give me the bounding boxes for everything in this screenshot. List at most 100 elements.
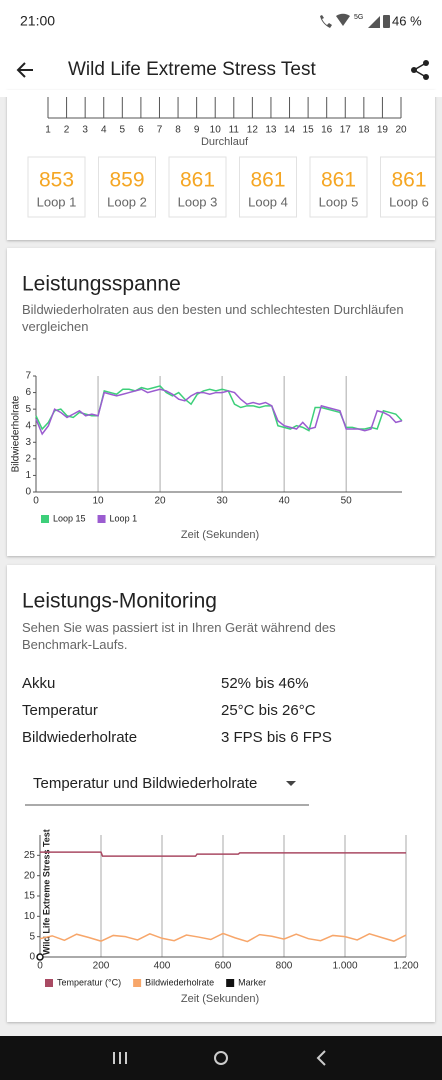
- legend-swatch: [41, 515, 49, 523]
- loop-score: 861: [391, 169, 426, 192]
- y-tick-label: 5: [29, 931, 35, 942]
- loop-tile: [98, 156, 156, 218]
- x-tick-label: 12: [247, 125, 259, 136]
- legend-label: Temperatur (°C): [57, 977, 121, 987]
- x-tick-label: 30: [217, 496, 229, 507]
- loop-score: 853: [39, 169, 74, 192]
- legend-label: Loop 15: [53, 513, 86, 523]
- legend-swatch: [45, 979, 53, 987]
- x-tick-label: 800: [276, 961, 293, 972]
- card-title: Leistungsspanne: [22, 273, 181, 296]
- x-tick-label: 19: [377, 125, 389, 136]
- y-tick-label: 2: [25, 453, 31, 464]
- loop-label: Loop 5: [319, 194, 359, 209]
- x-tick-label: 18: [358, 125, 370, 136]
- y-tick-label: 15: [24, 891, 36, 902]
- share-button[interactable]: [411, 60, 429, 80]
- x-tick-label: 8: [175, 125, 181, 136]
- card-subtitle: Sehen Sie was passiert ist in Ihren Gerä…: [22, 620, 336, 652]
- x-tick-label: 10: [92, 496, 104, 507]
- legend-swatch: [226, 979, 235, 987]
- card-subtitle-box: Bildwiederholraten aus den besten und sc…: [22, 302, 404, 334]
- stat-label: Temperatur: [22, 702, 98, 719]
- loop-label: Loop 3: [178, 194, 218, 209]
- marker-annotation: Wild Life Extreme Stress Test: [41, 829, 51, 955]
- series-line: [39, 932, 407, 943]
- legend-label: Loop 1: [110, 513, 138, 523]
- wifi-icon: [336, 13, 350, 26]
- y-tick-label: 0: [29, 952, 35, 963]
- x-tick-label: 14: [284, 125, 296, 136]
- signal-icon: [368, 16, 380, 28]
- nav-icons: [113, 1050, 326, 1066]
- x-tick-label: 400: [154, 961, 171, 972]
- status-icons: [320, 13, 390, 28]
- legend-label: Marker: [238, 977, 266, 987]
- card-subtitle: Bildwiederholraten aus den besten und sc…: [22, 302, 404, 334]
- y-tick-label: 3: [25, 437, 31, 448]
- x-tick-label: 11: [229, 125, 240, 136]
- x-tick-label: 5: [120, 125, 126, 136]
- loop-label: Loop 1: [37, 194, 77, 209]
- card-monitoring: [7, 565, 435, 1022]
- back-button[interactable]: [16, 62, 33, 78]
- y-tick-label: 25: [24, 850, 36, 861]
- x-tick-label: 600: [215, 961, 232, 972]
- loop-score: 861: [180, 169, 215, 192]
- loop-tile: [380, 156, 435, 218]
- stat-value: 25°C bis 26°C: [221, 702, 316, 719]
- top-bar: [0, 0, 442, 97]
- y-tick-label: 6: [25, 387, 31, 398]
- marker-point: [36, 953, 44, 961]
- battery-level: 46 %: [392, 13, 422, 28]
- nav-recents[interactable]: [113, 1052, 127, 1064]
- app-title: Wild Life Extreme Stress Test: [68, 59, 317, 80]
- x-tick-label: 4: [101, 125, 107, 136]
- x-tick-label: 10: [210, 125, 222, 136]
- x-tick-label: 50: [341, 496, 353, 507]
- loop-tile: [168, 156, 227, 218]
- x-tick-label: 3: [82, 125, 88, 136]
- call-icon: [320, 15, 332, 28]
- x-tick-label: 2: [64, 125, 70, 136]
- nav-home[interactable]: [214, 1051, 228, 1065]
- nav-back[interactable]: [316, 1050, 326, 1066]
- card-subtitle-box: Sehen Sie was passiert ist in Ihren Gerä…: [22, 620, 336, 652]
- legend-label: Bildwiederholrate: [145, 977, 214, 987]
- stat-label: Bildwiederholrate: [22, 729, 137, 746]
- x-tick-label: 17: [340, 125, 352, 136]
- loop-tile: [239, 156, 297, 218]
- x-tick-label: 40: [279, 496, 291, 507]
- dropdown-text[interactable]: Temperatur und Bildwiederholrate: [33, 775, 257, 792]
- x-tick-label: 7: [157, 125, 163, 136]
- y-tick-label: 1: [25, 470, 31, 481]
- x-tick-label: 15: [303, 125, 315, 136]
- loop-score: 859: [109, 169, 144, 192]
- status-time: 21:00: [20, 13, 55, 29]
- x-tick-label: 0: [33, 496, 39, 507]
- y-tick-label: 0: [25, 487, 31, 498]
- card-top-cover: [0, 90, 442, 97]
- x-tick-label: 9: [194, 125, 200, 136]
- x-axis-label: Zeit (Sekunden): [181, 529, 259, 541]
- y-tick-label: 5: [25, 404, 31, 415]
- network-label: 5G: [354, 14, 363, 21]
- x-tick-label: 16: [321, 125, 333, 136]
- loop-score: 861: [321, 169, 356, 192]
- y-tick-label: 20: [24, 870, 36, 881]
- x-tick-label: 20: [395, 125, 407, 136]
- x-tick-label: 1: [45, 125, 51, 136]
- stat-value: 3 FPS bis 6 FPS: [221, 729, 332, 746]
- y-tick-label: 7: [25, 371, 31, 382]
- x-axis-label: Durchlauf: [201, 136, 249, 148]
- x-tick-label: 6: [138, 125, 144, 136]
- nav-bar: [0, 1036, 442, 1080]
- series-line: [35, 388, 403, 436]
- x-tick-label: 13: [265, 125, 277, 136]
- legend-swatch: [133, 979, 142, 987]
- y-axis-label: Bildwiederholrate: [11, 395, 22, 472]
- card-range: [7, 248, 435, 556]
- dropdown-arrow[interactable]: [286, 781, 296, 786]
